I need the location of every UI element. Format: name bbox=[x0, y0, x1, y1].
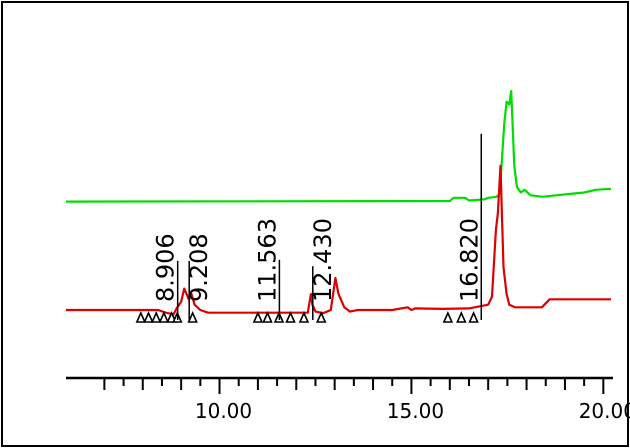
peak-label: 8.906 bbox=[152, 233, 180, 302]
baseline-marker bbox=[456, 311, 467, 323]
baseline-marker bbox=[252, 311, 264, 323]
x-tick-label: 10.00 bbox=[195, 399, 252, 423]
baseline-marker bbox=[143, 311, 154, 323]
baseline-marker bbox=[262, 311, 273, 323]
baseline-marker bbox=[158, 311, 170, 323]
x-tick-label: 15.00 bbox=[387, 399, 444, 423]
baseline-marker bbox=[315, 311, 327, 323]
baseline-marker bbox=[150, 311, 162, 323]
baseline-marker bbox=[298, 311, 310, 323]
series-line bbox=[65, 89, 612, 203]
peak-label: 11.563 bbox=[253, 218, 281, 302]
peak-label: 12.430 bbox=[309, 218, 337, 302]
baseline-marker bbox=[135, 311, 147, 323]
baseline-marker bbox=[442, 311, 454, 323]
peak-label: 16.820 bbox=[455, 218, 483, 302]
baseline-marker bbox=[468, 311, 479, 323]
x-tick-label: 20.00 bbox=[579, 399, 630, 423]
baseline-marker bbox=[187, 311, 198, 323]
peak-label: 9.208 bbox=[185, 233, 213, 302]
baseline-marker bbox=[285, 311, 296, 323]
x-axis: 10.00 15.00 20.00 bbox=[66, 376, 630, 423]
plot-area: 8.906 9.208 11.563 12.430 16.820 bbox=[65, 89, 612, 323]
series-line bbox=[66, 164, 611, 316]
